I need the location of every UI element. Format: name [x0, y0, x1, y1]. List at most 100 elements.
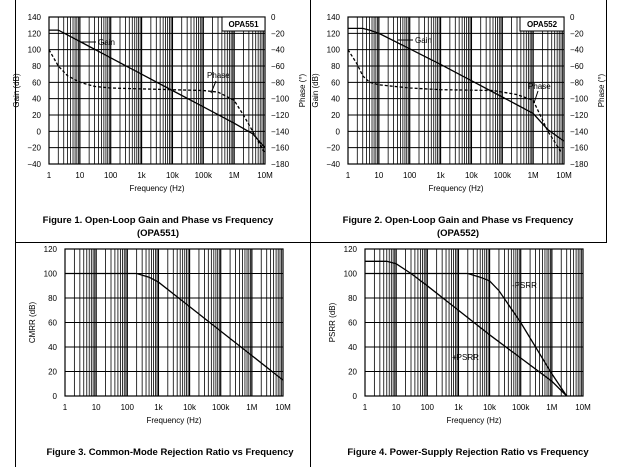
chart3-x-axis-label: Frequency (Hz): [146, 416, 201, 425]
chart1-y-tick-label: 0: [37, 127, 42, 136]
chart3-y-tick-label: 20: [48, 368, 57, 377]
chart4-x-tick-label: 1k: [454, 403, 463, 412]
chart1-annotation-arrow: [210, 80, 217, 94]
chart3-x-tick-label: 10: [92, 403, 101, 412]
chart1-y-right-axis-label: Phase (°): [298, 73, 307, 107]
chart1-y-right-tick-label: 0: [271, 13, 276, 22]
chart1-y-right-tick-label: −80: [271, 78, 285, 87]
chart4-x-tick-label: 1M: [546, 403, 557, 412]
chart2-x-tick-label: 10M: [556, 171, 572, 180]
chart2-y-tick-label: 40: [331, 95, 340, 104]
chart1-y-tick-label: 120: [28, 29, 42, 38]
chart2-plot-frame: [347, 16, 565, 165]
chart1-x-tick-label: 1: [47, 171, 52, 180]
chart1-x-tick-label: 10: [75, 171, 84, 180]
chart4-x-tick-label: 100: [421, 403, 435, 412]
chart4-annotation-label: +PSRR: [452, 353, 479, 362]
chart2-y-right-tick-label: 0: [570, 13, 575, 22]
chart4-x-axis-label: Frequency (Hz): [446, 416, 501, 425]
chart2-x-tick-label: 10k: [465, 171, 479, 180]
figure-4-title: Figure 4. Power-Supply Rejection Ratio v…: [347, 447, 589, 458]
chart1-y-right-tick-label: −180: [271, 160, 290, 169]
chart1-y-right-tick-label: −20: [271, 29, 285, 38]
chart1-y-right-tick-label: −40: [271, 46, 285, 55]
chart3-series-cmrr-line: [65, 272, 284, 381]
chart2-y-right-tick-label: −120: [570, 111, 589, 120]
chart2-y-right-axis-label: Phase (°): [597, 73, 606, 107]
chart2-x-tick-label: 100: [403, 171, 417, 180]
chart2-y-tick-label: −20: [326, 144, 340, 153]
chart2-annotation-label: Gain: [415, 36, 432, 45]
chart3-x-tick-label: 1M: [246, 403, 257, 412]
chart4-series-psrr-line: [365, 260, 568, 397]
chart2-y-tick-label: 140: [327, 13, 341, 22]
chart1-y-tick-label: 20: [32, 111, 41, 120]
chart1-y-right-tick-label: −60: [271, 62, 285, 71]
chart1-x-tick-label: 100: [104, 171, 118, 180]
chart4-y-axis-label: PSRR (dB): [328, 302, 337, 342]
chart2-y-tick-label: 20: [331, 111, 340, 120]
page-divider-vertical: [310, 0, 311, 467]
chart2-y-tick-label: 80: [331, 62, 340, 71]
chart3-x-tick-label: 100: [121, 403, 135, 412]
figure-2-title: Figure 2. Open-Loop Gain and Phase vs Fr…: [342, 215, 574, 226]
chart1-x-tick-label: 10M: [257, 171, 273, 180]
chart2-y-right-tick-label: −180: [570, 160, 589, 169]
chart3-y-tick-label: 80: [48, 294, 57, 303]
chart4-y-tick-label: 0: [353, 392, 358, 401]
chart1-y-right-tick-label: −140: [271, 127, 290, 136]
chart3-x-tick-label: 1: [63, 403, 68, 412]
chart2-y-tick-label: 100: [327, 46, 341, 55]
chart4-plot-frame: [364, 248, 584, 397]
chart2-series-gain-line: [348, 27, 565, 142]
chart1-x-tick-label: 100k: [195, 171, 213, 180]
chart3-y-tick-label: 0: [53, 392, 58, 401]
figure-3-caption: Figure 3. Common-Mode Rejection Ratio vs…: [20, 446, 320, 459]
chart2-x-tick-label: 100k: [494, 171, 512, 180]
chart4-y-tick-label: 60: [348, 319, 357, 328]
chart2-device-label: OPA552: [527, 20, 558, 29]
chart2-x-tick-label: 10: [374, 171, 383, 180]
chart1-y-tick-label: 60: [32, 78, 41, 87]
chart1-x-tick-label: 1k: [137, 171, 146, 180]
chart1-y-right-tick-label: −100: [271, 95, 290, 104]
chart1-series-gain-line: [49, 29, 266, 149]
chart4-y-tick-label: 80: [348, 294, 357, 303]
chart3-plot-frame: [64, 248, 284, 397]
chart2-annotation-arrow: [533, 90, 539, 104]
chart2-y-right-tick-label: −100: [570, 95, 589, 104]
chart2-y-tick-label: −40: [326, 160, 340, 169]
figure-2-caption: Figure 2. Open-Loop Gain and Phase vs Fr…: [308, 214, 608, 240]
chart1-plot-frame: [48, 16, 266, 165]
figure-3-title: Figure 3. Common-Mode Rejection Ratio vs…: [46, 447, 294, 458]
chart2-y-right-tick-label: −20: [570, 29, 584, 38]
chart4-x-tick-label: 10k: [483, 403, 497, 412]
chart1-x-axis-label: Frequency (Hz): [129, 184, 184, 193]
chart3-x-tick-label: 10M: [275, 403, 291, 412]
chart2-x-tick-label: 1M: [528, 171, 539, 180]
chart4-series-psrr-line: [365, 272, 568, 397]
chart4-y-tick-label: 20: [348, 368, 357, 377]
chart3-y-tick-label: 100: [44, 270, 58, 279]
chart4-y-tick-label: 100: [344, 270, 358, 279]
chart1-y-tick-label: 40: [32, 95, 41, 104]
chart2-x-axis-label: Frequency (Hz): [428, 184, 483, 193]
chart2-series-phase-line: [347, 49, 562, 153]
chart3-x-tick-label: 10k: [183, 403, 197, 412]
chart3-y-tick-label: 40: [48, 343, 57, 352]
chart2-device-label-box: [519, 16, 565, 32]
chart4-x-tick-label: 10: [392, 403, 401, 412]
chart4-x-tick-label: 10M: [575, 403, 591, 412]
chart3-y-axis-label: CMRR (dB): [28, 302, 37, 344]
chart2-y-right-tick-label: −140: [570, 127, 589, 136]
figure-2-subtitle: (OPA552): [436, 228, 480, 239]
chart2-y-tick-label: 0: [336, 127, 341, 136]
page-divider-horizontal: [15, 242, 607, 243]
chart1-series-phase-line: [48, 49, 266, 154]
chart3-x-tick-label: 1k: [154, 403, 163, 412]
chart1-device-label: OPA551: [228, 20, 259, 29]
chart3-y-tick-label: 120: [44, 245, 58, 254]
chart1-device-label-box: [221, 16, 266, 32]
chart1-y-right-tick-label: −160: [271, 144, 290, 153]
chart1-y-tick-label: −20: [27, 144, 41, 153]
